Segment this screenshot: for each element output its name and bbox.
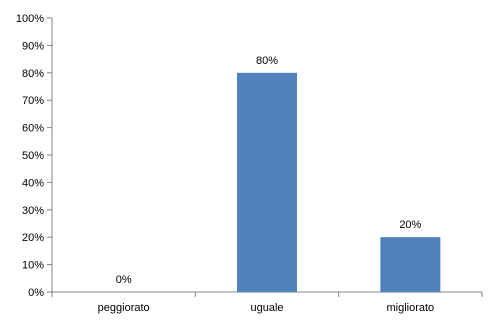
data-label: 80%	[256, 55, 278, 67]
y-tick-label: 10%	[22, 260, 44, 272]
y-tick-label: 30%	[22, 205, 44, 217]
y-tick-label: 0%	[28, 287, 44, 299]
data-label: 0%	[116, 274, 132, 286]
x-axis: peggiorato uguale migliorato	[51, 291, 483, 314]
y-tick-label: 40%	[22, 177, 44, 189]
y-tick-label: 50%	[22, 150, 44, 162]
y-tick-label: 80%	[22, 68, 44, 80]
y-tick-label: 100%	[16, 13, 44, 25]
x-tick-label: migliorato	[386, 302, 434, 314]
data-label: 20%	[399, 219, 421, 231]
bar	[237, 72, 297, 292]
y-tick-label: 20%	[22, 232, 44, 244]
data-labels: 0% 80% 20%	[116, 55, 422, 286]
y-tick-label: 90%	[22, 40, 44, 52]
x-tick-label: uguale	[250, 302, 283, 314]
y-axis: 0% 10% 20% 30% 40% 50% 60% 70% 80% 90% 100%	[16, 13, 53, 299]
bar	[380, 237, 441, 292]
y-tick-label: 70%	[22, 95, 44, 107]
bars	[237, 72, 441, 292]
y-tick-label: 60%	[22, 123, 44, 135]
x-tick-label: peggiorato	[98, 302, 150, 314]
